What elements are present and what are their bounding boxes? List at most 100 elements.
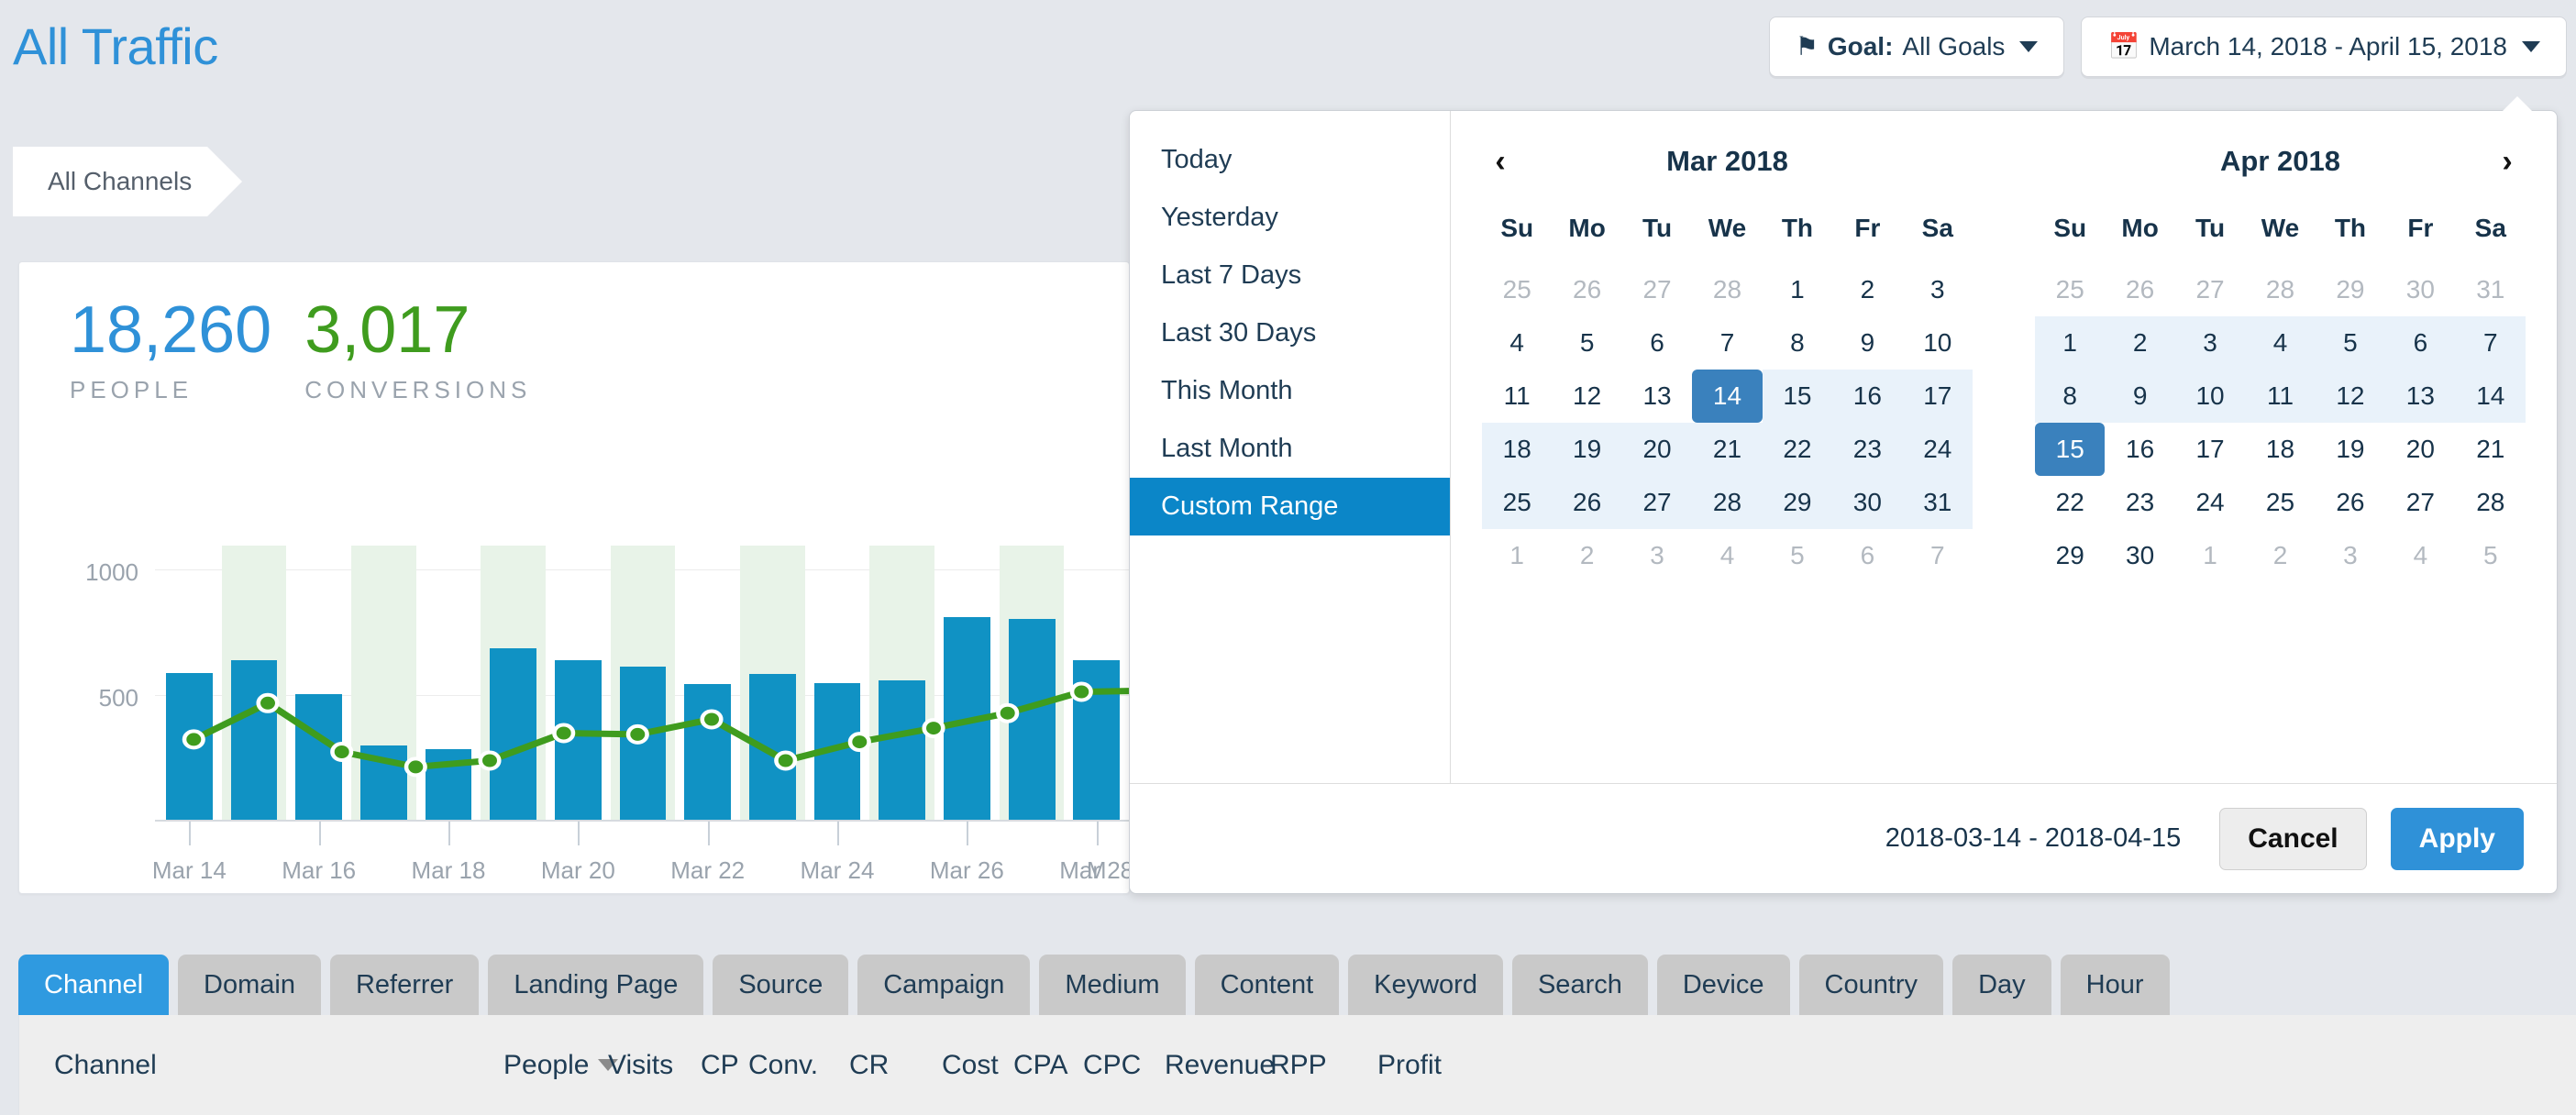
calendar-day[interactable]: 1 bbox=[2203, 541, 2217, 569]
column-header-cpc[interactable]: CPC bbox=[1083, 1050, 1141, 1081]
calendar-day[interactable]: 8 bbox=[1790, 328, 1805, 357]
calendar-day[interactable]: 1 bbox=[2035, 316, 2106, 370]
calendar-day[interactable]: 12 bbox=[1573, 381, 1602, 410]
calendar-day[interactable]: 26 bbox=[2336, 488, 2365, 516]
preset-range-last-month[interactable]: Last Month bbox=[1161, 434, 1293, 463]
calendar-day[interactable]: 30 bbox=[1832, 476, 1903, 529]
calendar-day[interactable]: 18 bbox=[1482, 423, 1553, 476]
calendar-day[interactable]: 7 bbox=[1929, 541, 1945, 569]
calendar-day[interactable]: 9 bbox=[2105, 370, 2175, 423]
tab-keyword[interactable]: Keyword bbox=[1348, 955, 1503, 1015]
calendar-day[interactable]: 6 bbox=[2385, 316, 2456, 370]
calendar-day[interactable]: 21 bbox=[2476, 435, 2505, 463]
column-header-cost[interactable]: Cost bbox=[942, 1050, 999, 1081]
column-header-rpp[interactable]: RPP bbox=[1270, 1050, 1327, 1081]
calendar-day[interactable]: 26 bbox=[1573, 275, 1602, 304]
calendar-day[interactable]: 15 bbox=[2035, 423, 2106, 476]
line-data-point[interactable] bbox=[552, 723, 576, 744]
calendar-day[interactable]: 28 bbox=[2265, 275, 2295, 304]
chart-bar-slot[interactable] bbox=[610, 546, 676, 821]
calendar-day[interactable]: 27 bbox=[1621, 476, 1693, 529]
tab-referrer[interactable]: Referrer bbox=[329, 955, 480, 1015]
chart-bar-slot[interactable] bbox=[221, 546, 287, 821]
calendar-day[interactable]: 13 bbox=[2385, 370, 2456, 423]
calendar-day[interactable]: 30 bbox=[2126, 541, 2155, 569]
calendar-day[interactable]: 20 bbox=[2405, 435, 2435, 463]
tab-source[interactable]: Source bbox=[713, 955, 849, 1015]
column-header-channel[interactable]: Channel bbox=[54, 1050, 157, 1081]
calendar-day[interactable]: 2 bbox=[2272, 541, 2288, 569]
tab-day[interactable]: Day bbox=[1952, 955, 2051, 1015]
calendar-day[interactable]: 7 bbox=[2455, 316, 2526, 370]
calendar-day[interactable]: 3 bbox=[1650, 541, 1664, 569]
chart-bar-slot[interactable] bbox=[740, 546, 805, 821]
calendar-day[interactable]: 2 bbox=[1579, 541, 1595, 569]
calendar-day[interactable]: 3 bbox=[2174, 316, 2246, 370]
calendar-day[interactable]: 23 bbox=[2126, 488, 2155, 516]
column-header-cr[interactable]: CR bbox=[849, 1050, 889, 1081]
column-header-visits[interactable]: Visits bbox=[608, 1050, 673, 1081]
calendar-day[interactable]: 29 bbox=[2336, 275, 2365, 304]
calendar-day[interactable]: 14 bbox=[1692, 370, 1763, 423]
calendar-day[interactable]: 5 bbox=[2482, 541, 2498, 569]
calendar-day[interactable]: 24 bbox=[1902, 423, 1973, 476]
line-data-point[interactable] bbox=[625, 723, 649, 745]
calendar-day[interactable]: 28 bbox=[2476, 488, 2505, 516]
calendar-day[interactable]: 3 bbox=[2343, 541, 2358, 569]
calendar-day[interactable]: 26 bbox=[1552, 476, 1622, 529]
chart-bar-slot[interactable] bbox=[869, 546, 935, 821]
preset-range-this-month[interactable]: This Month bbox=[1161, 376, 1293, 405]
tab-channel[interactable]: Channel bbox=[18, 955, 170, 1015]
line-data-point[interactable] bbox=[1069, 681, 1093, 702]
calendar-day[interactable]: 3 bbox=[1929, 275, 1945, 304]
chart-bar-slot[interactable] bbox=[675, 546, 740, 821]
calendar-day[interactable]: 25 bbox=[2055, 275, 2084, 304]
goal-filter-button[interactable]: ⚑ Goal: All Goals bbox=[1768, 17, 2065, 77]
calendar-day[interactable]: 12 bbox=[2315, 370, 2386, 423]
line-data-point[interactable] bbox=[256, 692, 280, 713]
chart-bar-slot[interactable] bbox=[481, 546, 547, 821]
tab-medium[interactable]: Medium bbox=[1039, 955, 1186, 1015]
calendar-day[interactable]: 17 bbox=[1902, 370, 1973, 423]
calendar-day[interactable]: 2 bbox=[1860, 275, 1875, 304]
apply-button[interactable]: Apply bbox=[2390, 807, 2524, 870]
calendar-day[interactable]: 26 bbox=[2126, 275, 2155, 304]
calendar-day[interactable]: 9 bbox=[1860, 328, 1875, 357]
calendar-day[interactable]: 2 bbox=[2105, 316, 2175, 370]
calendar-day[interactable]: 31 bbox=[2476, 275, 2505, 304]
calendar-day[interactable]: 5 bbox=[1579, 328, 1595, 357]
calendar-day[interactable]: 1 bbox=[1790, 275, 1805, 304]
preset-range-custom-range[interactable]: Custom Range bbox=[1130, 478, 1450, 535]
calendar-day[interactable]: 15 bbox=[1762, 370, 1833, 423]
calendar-day[interactable]: 16 bbox=[2126, 435, 2155, 463]
line-data-point[interactable] bbox=[774, 750, 798, 771]
tab-domain[interactable]: Domain bbox=[178, 955, 321, 1015]
tab-country[interactable]: Country bbox=[1798, 955, 1944, 1015]
chevron-left-icon[interactable]: ‹ bbox=[1495, 144, 1506, 179]
calendar-day[interactable]: 10 bbox=[2174, 370, 2246, 423]
calendar-day[interactable]: 7 bbox=[1719, 328, 1735, 357]
calendar-day[interactable]: 20 bbox=[1621, 423, 1693, 476]
calendar-day[interactable]: 16 bbox=[1832, 370, 1903, 423]
calendar-day[interactable]: 5 bbox=[2315, 316, 2386, 370]
line-data-point[interactable] bbox=[404, 756, 427, 778]
preset-range-last-30-days[interactable]: Last 30 Days bbox=[1161, 318, 1317, 348]
calendar-day[interactable]: 24 bbox=[2195, 488, 2225, 516]
tab-landing-page[interactable]: Landing Page bbox=[488, 955, 704, 1015]
line-data-point[interactable] bbox=[847, 732, 871, 753]
calendar-day[interactable]: 29 bbox=[1762, 476, 1833, 529]
line-data-point[interactable] bbox=[700, 709, 724, 730]
calendar-day[interactable]: 4 bbox=[2245, 316, 2316, 370]
calendar-day[interactable]: 30 bbox=[2405, 275, 2435, 304]
calendar-day[interactable]: 14 bbox=[2455, 370, 2526, 423]
calendar-day[interactable]: 22 bbox=[2055, 488, 2084, 516]
line-data-point[interactable] bbox=[996, 702, 1020, 723]
calendar-day[interactable]: 10 bbox=[1923, 328, 1952, 357]
calendar-day[interactable]: 22 bbox=[1762, 423, 1833, 476]
line-data-point[interactable] bbox=[922, 718, 945, 739]
calendar-day[interactable]: 6 bbox=[1650, 328, 1664, 357]
calendar-day[interactable]: 4 bbox=[1719, 541, 1735, 569]
column-header-cpa[interactable]: CPA bbox=[1013, 1050, 1067, 1081]
line-data-point[interactable] bbox=[478, 750, 502, 771]
calendar-day[interactable]: 4 bbox=[2413, 541, 2428, 569]
